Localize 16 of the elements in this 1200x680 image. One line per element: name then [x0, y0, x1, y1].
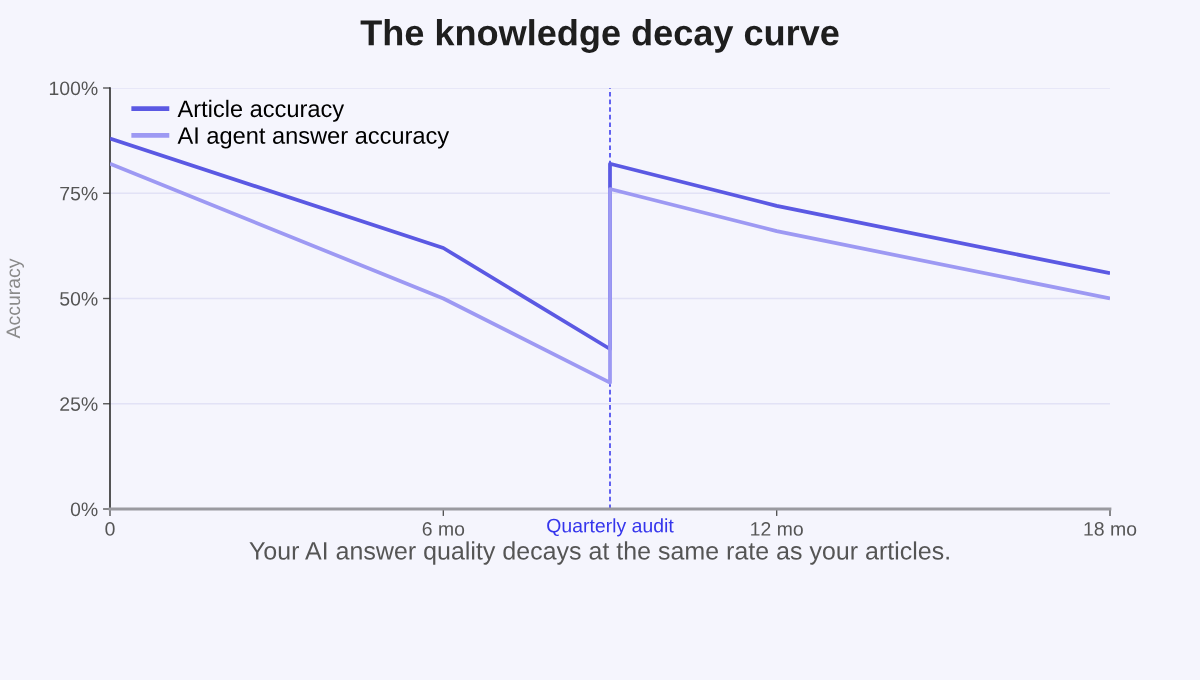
chart-title: The knowledge decay curve	[360, 19, 839, 53]
y-tick-label: 25%	[60, 397, 98, 411]
legend-label: Article accuracy	[177, 99, 345, 122]
x-tick-label: 6 mo	[422, 522, 465, 536]
x-tick-label: 12 mo	[751, 522, 803, 536]
ref-line-label: Quarterly audit	[547, 518, 674, 537]
legend-label: AI agent answer accuracy	[177, 127, 450, 149]
y-axis-title: Accuracy	[6, 258, 24, 339]
x-tick-label: 18 mo	[1084, 522, 1137, 536]
line-series	[110, 161, 1110, 385]
y-tick-label: 50%	[60, 291, 98, 306]
x-tick-label: 0	[105, 522, 115, 536]
text: Your AI answer quality decays at the same rate as your articles.	[249, 541, 949, 565]
y-tick-label: 0%	[70, 502, 98, 517]
y-tick-label: 75%	[60, 186, 98, 201]
y-tick-label: 100%	[49, 81, 98, 96]
